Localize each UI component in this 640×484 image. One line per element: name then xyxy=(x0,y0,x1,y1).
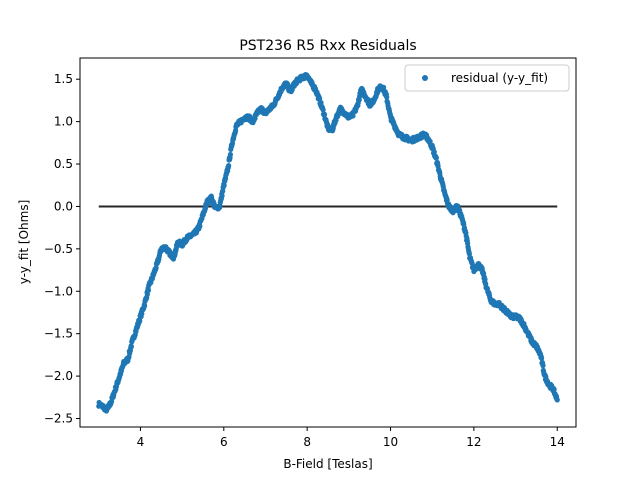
x-tick-label: 8 xyxy=(303,435,311,449)
chart-title: PST236 R5 Rxx Residuals xyxy=(239,38,416,54)
y-tick-label: 0.0 xyxy=(54,199,73,213)
data-point xyxy=(482,276,488,282)
data-point xyxy=(540,363,546,369)
y-tick-label: −2.5 xyxy=(44,412,73,426)
data-point xyxy=(551,386,557,393)
data-point xyxy=(145,287,152,294)
legend: residual (y-y_fit) xyxy=(404,64,570,92)
data-point xyxy=(320,107,326,113)
y-tick-label: −2.0 xyxy=(44,369,73,383)
data-point xyxy=(219,193,225,199)
data-point xyxy=(433,155,439,161)
legend-box xyxy=(404,64,570,92)
y-tick-label: −0.5 xyxy=(44,242,73,256)
x-axis-label: B-Field [Teslas] xyxy=(283,457,372,471)
y-axis-label: y-y_fit [Ohms] xyxy=(17,200,31,285)
y-tick-label: 1.5 xyxy=(54,72,73,86)
y-tick-label: −1.0 xyxy=(44,284,73,298)
data-point xyxy=(128,343,135,350)
data-point xyxy=(321,112,328,118)
data-point xyxy=(384,94,390,100)
data-point xyxy=(227,151,233,158)
x-tick-label: 6 xyxy=(220,435,228,449)
data-point xyxy=(142,303,148,309)
x-tick-label: 12 xyxy=(466,435,481,449)
y-tick-label: 0.5 xyxy=(54,157,73,171)
data-point xyxy=(317,95,323,102)
data-point xyxy=(153,265,159,271)
data-point xyxy=(226,163,232,169)
data-point xyxy=(221,182,227,189)
y-axis: −2.5 −2.0 −1.5 −1.0 −0.5 0.0 0.5 1.0 1.5 xyxy=(44,72,80,426)
x-tick-label: 4 xyxy=(137,435,145,449)
legend-marker xyxy=(422,75,428,81)
data-point xyxy=(137,318,143,324)
data-point xyxy=(431,149,437,155)
x-axis: 4 6 8 10 12 14 xyxy=(137,427,565,449)
legend-entry-label: residual (y-y_fit) xyxy=(451,71,548,85)
plot-area xyxy=(96,71,560,414)
x-tick-label: 10 xyxy=(383,435,398,449)
data-point xyxy=(554,397,560,403)
axes-frame xyxy=(79,57,577,428)
y-tick-label: −1.5 xyxy=(44,327,73,341)
x-tick-label: 14 xyxy=(550,435,565,449)
data-point xyxy=(197,223,203,229)
y-tick-label: 1.0 xyxy=(54,115,73,129)
data-point xyxy=(350,113,356,119)
residual-series xyxy=(96,71,560,414)
data-point xyxy=(539,355,545,361)
